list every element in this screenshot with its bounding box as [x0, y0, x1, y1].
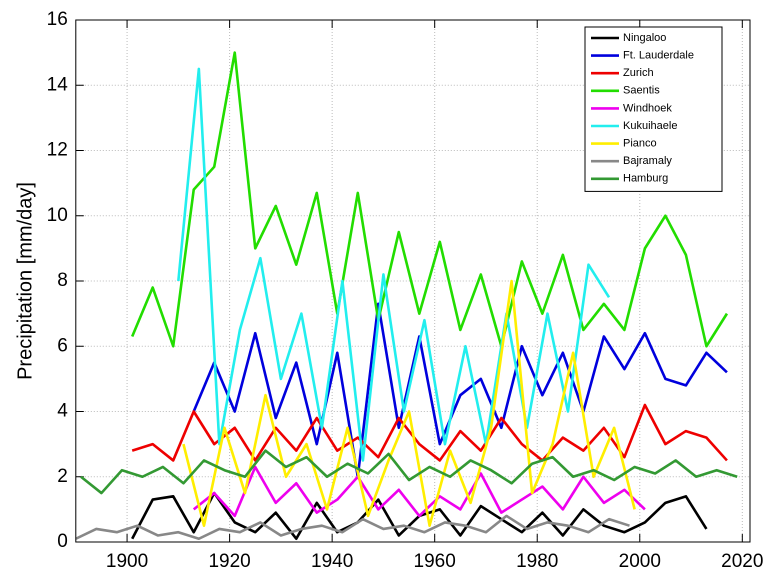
x-tick-label: 2020	[721, 551, 763, 572]
legend-label: Saentis	[623, 85, 660, 97]
legend-label: Zurich	[623, 67, 654, 79]
legend-label: Windhoek	[623, 102, 672, 114]
x-tick-label: 1940	[311, 551, 353, 572]
y-axis-label: Precipitation [mm/day]	[14, 182, 36, 380]
y-tick-label: 10	[47, 205, 68, 226]
legend-label: Ningaloo	[623, 32, 666, 44]
y-tick-label: 4	[57, 401, 68, 422]
y-tick-label: 0	[57, 531, 68, 552]
x-tick-label: 2000	[619, 551, 661, 572]
data-line	[182, 279, 636, 527]
x-tick-label: 1920	[208, 551, 250, 572]
data-line	[131, 403, 728, 462]
x-tick-label: 1900	[106, 551, 148, 572]
y-tick-label: 16	[47, 9, 68, 30]
data-line	[75, 514, 630, 541]
x-tick-label: 1960	[414, 551, 456, 572]
data-line	[130, 51, 729, 348]
data-line	[177, 67, 611, 462]
y-tick-label: 14	[47, 74, 69, 95]
y-tick-label: 2	[57, 466, 68, 487]
data-line	[80, 449, 738, 495]
x-tick-label: 1980	[516, 551, 558, 572]
legend-label: Pianco	[623, 138, 657, 150]
y-tick-label: 12	[47, 140, 68, 161]
legend-label: Kukuihaele	[623, 120, 677, 132]
plot-frame	[75, 19, 751, 543]
data-line	[192, 465, 646, 518]
data-line	[192, 302, 728, 479]
y-tick-label: 8	[57, 270, 68, 291]
legend-label: Ft. Lauderdale	[623, 50, 694, 62]
legend-label: Hamburg	[623, 173, 668, 185]
legend-label: Bajramaly	[623, 155, 672, 167]
y-tick-label: 6	[57, 335, 68, 356]
